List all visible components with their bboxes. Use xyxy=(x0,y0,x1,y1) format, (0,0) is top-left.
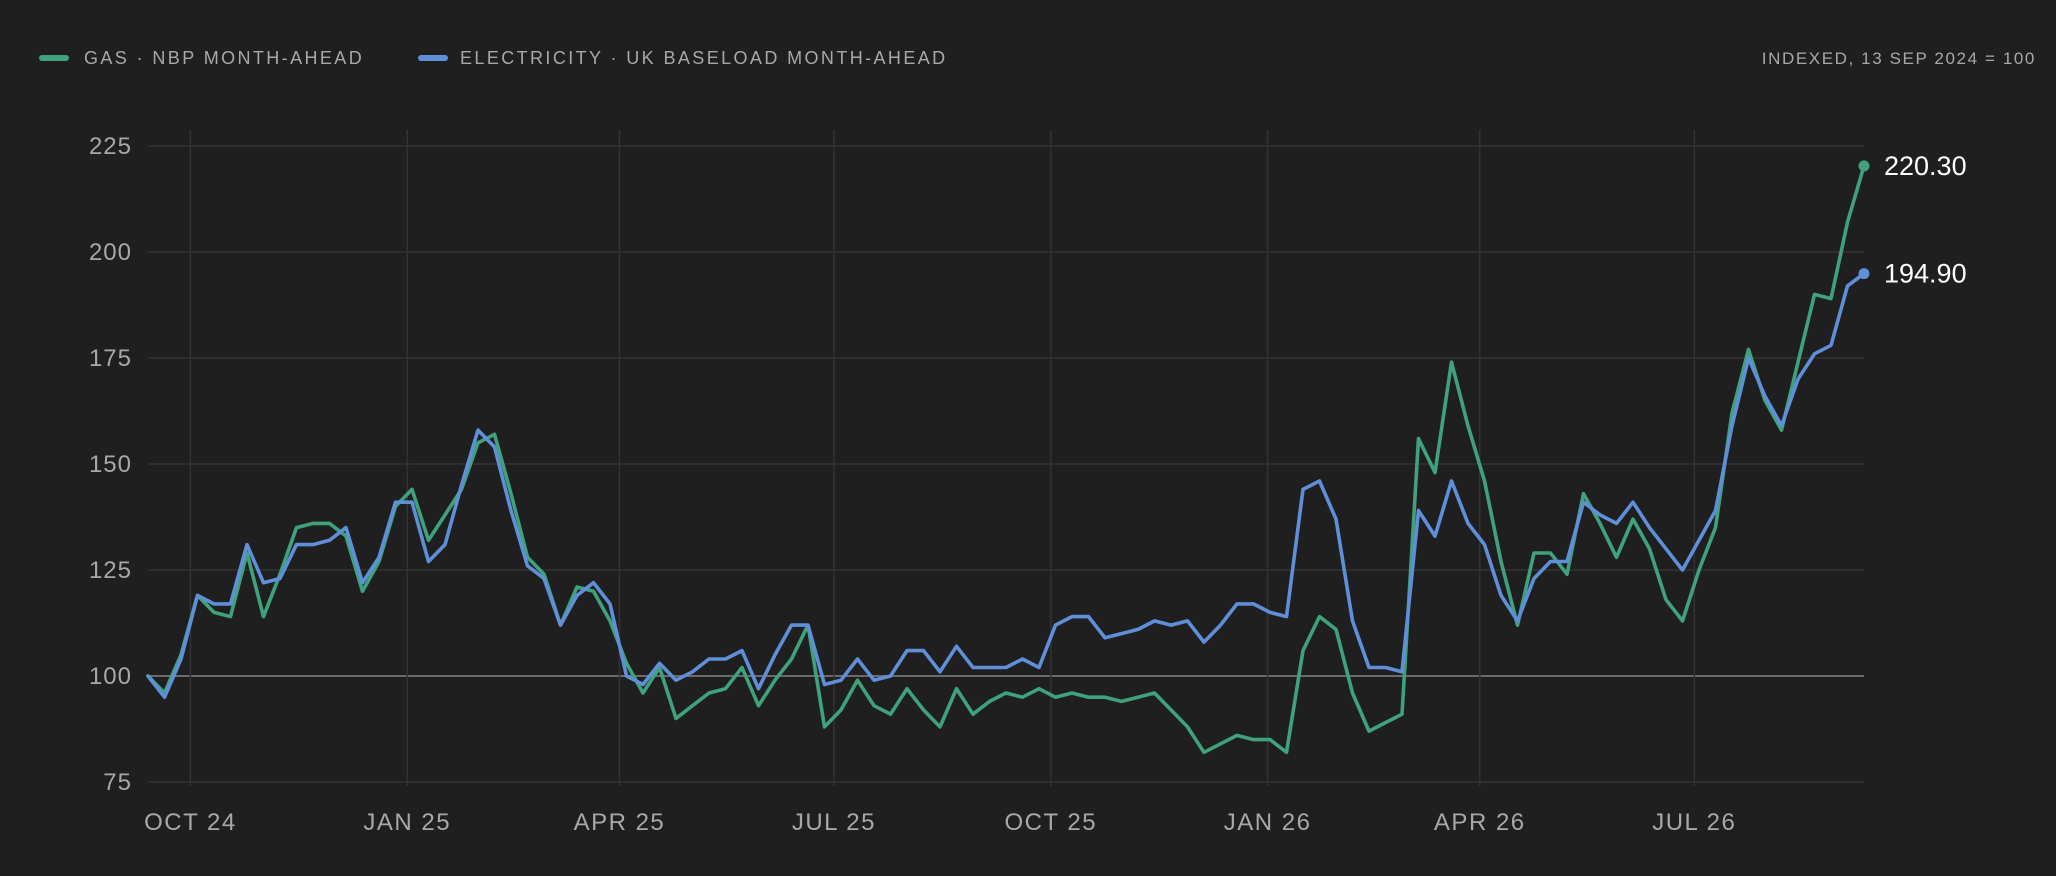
y-tick-label: 200 xyxy=(89,239,132,266)
x-tick-label: JUL 25 xyxy=(792,809,876,836)
x-tick-label: JAN 26 xyxy=(1224,809,1312,836)
end-value-electricity: 194.90 xyxy=(1884,259,1967,289)
y-tick-label: 150 xyxy=(89,451,132,478)
x-tick-label: JAN 25 xyxy=(363,809,451,836)
x-tick-label: OCT 24 xyxy=(144,809,237,836)
x-tick-label: APR 26 xyxy=(1434,809,1526,836)
legend-label-gas: GAS · NBP MONTH-AHEAD xyxy=(84,48,364,68)
series-line-gas xyxy=(146,164,1866,755)
y-tick-label: 175 xyxy=(89,345,132,372)
x-axis: OCT 24 JAN 25 APR 25 JUL 25 OCT 25 JAN 26 APR … xyxy=(144,809,1736,836)
legend: GAS · NBP MONTH-AHEAD ELECTRICITY · UK B… xyxy=(39,48,2036,68)
x-tick-label: JUL 26 xyxy=(1652,809,1736,836)
end-point-gas xyxy=(1858,160,1870,172)
x-tick-label: APR 25 xyxy=(574,809,666,836)
y-tick-label: 100 xyxy=(89,663,132,690)
end-value-gas: 220.30 xyxy=(1884,151,1967,181)
series-group xyxy=(146,164,1866,755)
y-tick-label: 75 xyxy=(103,769,132,796)
y-tick-label: 225 xyxy=(89,133,132,160)
series-line-electricity xyxy=(146,271,1866,699)
legend-label-electricity: ELECTRICITY · UK BASELOAD MONTH-AHEAD xyxy=(460,48,948,68)
y-axis: 75 100 125 150 175 200 225 xyxy=(89,133,132,796)
end-point-electricity xyxy=(1858,268,1870,280)
grid xyxy=(148,130,1864,786)
y-tick-label: 125 xyxy=(89,557,132,584)
x-tick-label: OCT 25 xyxy=(1004,809,1097,836)
index-note: INDEXED, 13 SEP 2024 = 100 xyxy=(1762,49,2036,68)
end-labels: 220.30 194.90 xyxy=(1858,151,1967,289)
